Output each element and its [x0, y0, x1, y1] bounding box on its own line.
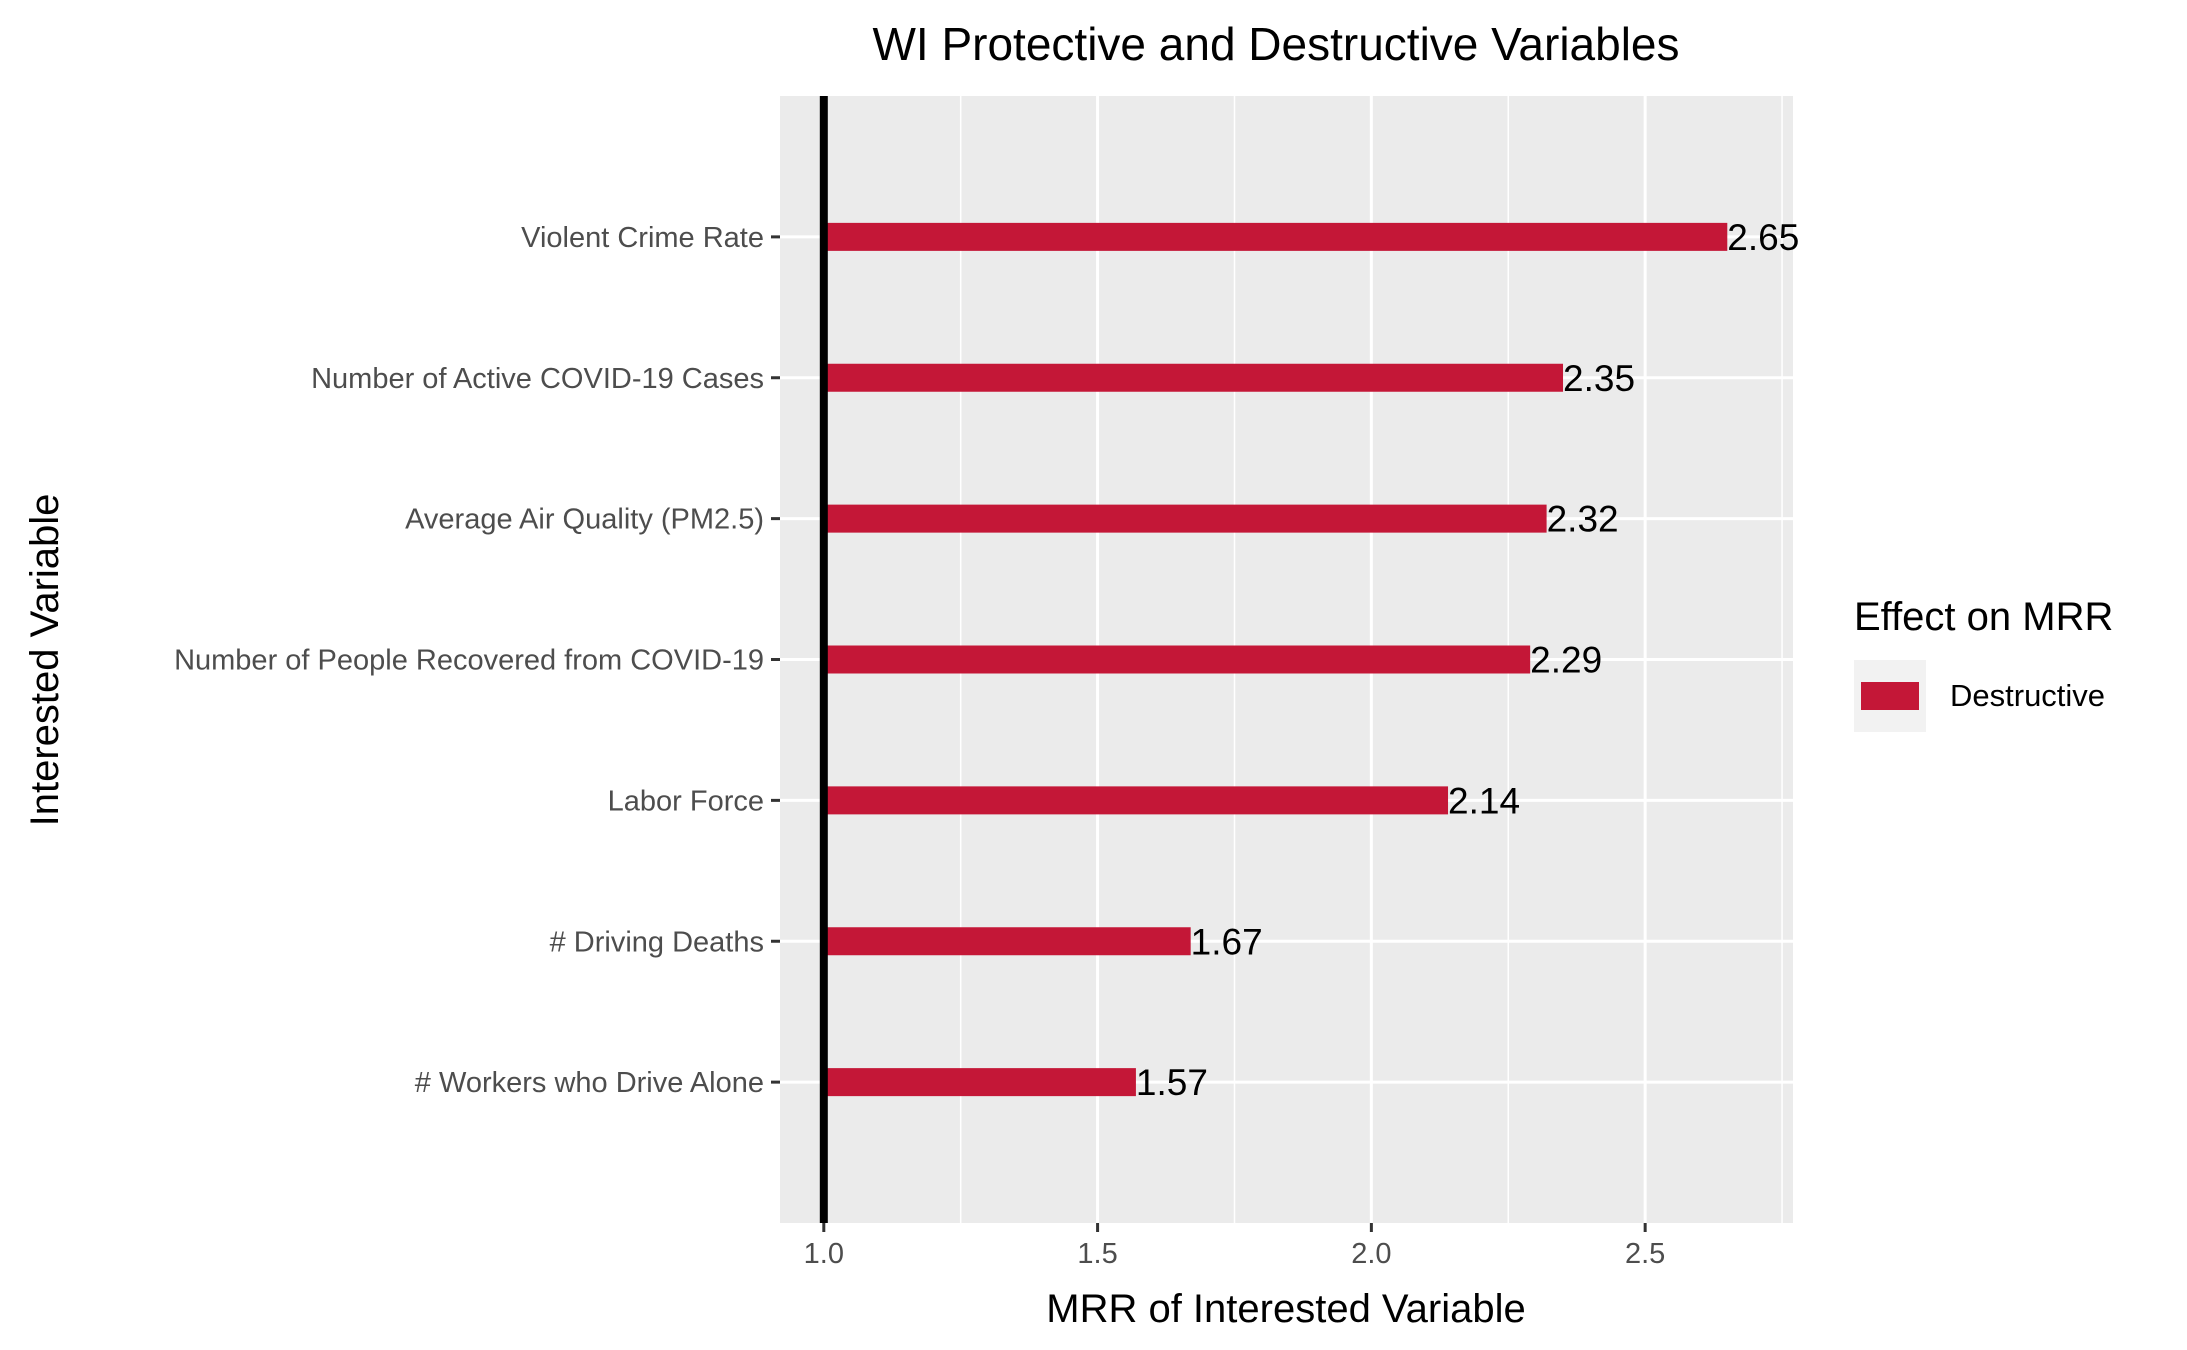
x-axis: 1.0 1.5 2.0 2.5	[804, 1223, 1665, 1270]
bar	[823, 363, 1564, 392]
legend-swatch-destructive	[1861, 682, 1919, 710]
data-labels: 2.65 2.35 2.32 2.29 2.14 1.67 1.57	[1136, 217, 1799, 1103]
bar-value-label: 2.14	[1448, 780, 1520, 821]
y-tick-label: # Driving Deaths	[550, 926, 764, 958]
bar	[823, 927, 1191, 956]
x-tick-label: 1.0	[804, 1238, 844, 1270]
bar-value-label: 2.32	[1547, 499, 1619, 540]
y-tick-label: Violent Crime Rate	[521, 222, 764, 254]
legend: Effect on MRR Destructive	[1854, 595, 2113, 732]
bar	[823, 222, 1728, 251]
legend-label-destructive: Destructive	[1950, 678, 2105, 713]
x-axis-title: MRR of Interested Variable	[1046, 1287, 1525, 1331]
bar-value-label: 2.29	[1530, 640, 1602, 681]
y-tick-label: Number of Active COVID-19 Cases	[311, 363, 764, 395]
y-tick-label: Labor Force	[608, 785, 764, 817]
y-axis: Violent Crime Rate Number of Active COVID…	[174, 222, 780, 1099]
y-tick-label: Number of People Recovered from COVID-19	[174, 645, 764, 677]
bar	[823, 1068, 1136, 1097]
x-tick-label: 2.5	[1625, 1238, 1665, 1270]
legend-title: Effect on MRR	[1854, 595, 2113, 639]
x-tick-label: 2.0	[1351, 1238, 1391, 1270]
chart-title: WI Protective and Destructive Variables	[872, 18, 1679, 70]
y-axis-title: Interested Variable	[23, 494, 67, 827]
bar-value-label: 2.65	[1727, 217, 1799, 258]
bar	[823, 786, 1449, 815]
x-tick-label: 1.5	[1077, 1238, 1117, 1270]
bar	[823, 645, 1531, 674]
y-tick-label: Average Air Quality (PM2.5)	[405, 504, 764, 536]
bar-value-label: 2.35	[1563, 358, 1635, 399]
bar-value-label: 1.57	[1136, 1062, 1208, 1103]
bars	[823, 222, 1728, 1097]
bar	[823, 504, 1547, 533]
y-tick-label: # Workers who Drive Alone	[415, 1067, 764, 1099]
bar-value-label: 1.67	[1191, 921, 1263, 962]
